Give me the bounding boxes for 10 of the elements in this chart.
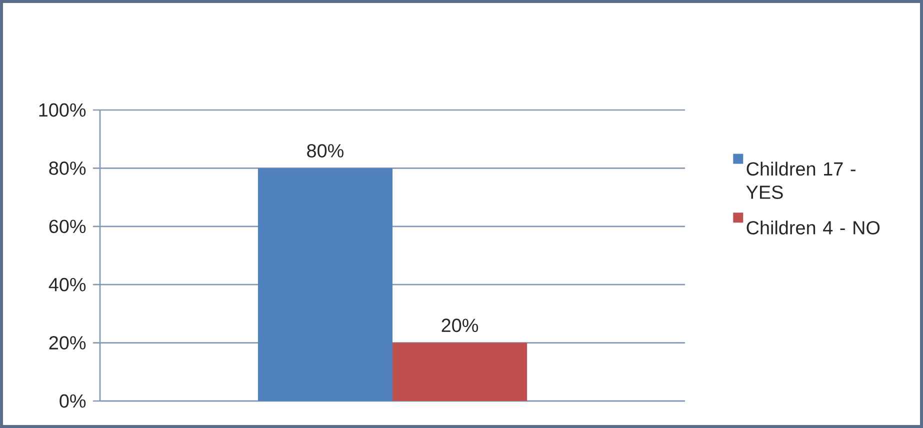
legend-label: Children 4 - NO	[746, 220, 880, 234]
y-tick-label: 80%	[49, 161, 86, 175]
data-label: 80%	[307, 144, 344, 158]
y-tick-label: 0%	[60, 394, 86, 408]
y-tick-label: 100%	[39, 103, 86, 117]
y-tick-label: 40%	[48, 278, 86, 292]
y-tick-label: 60%	[49, 220, 86, 234]
data-label: 20%	[442, 318, 478, 332]
y-tick-label: 20%	[49, 336, 86, 350]
legend-label: Children 17 - YES	[746, 162, 856, 199]
